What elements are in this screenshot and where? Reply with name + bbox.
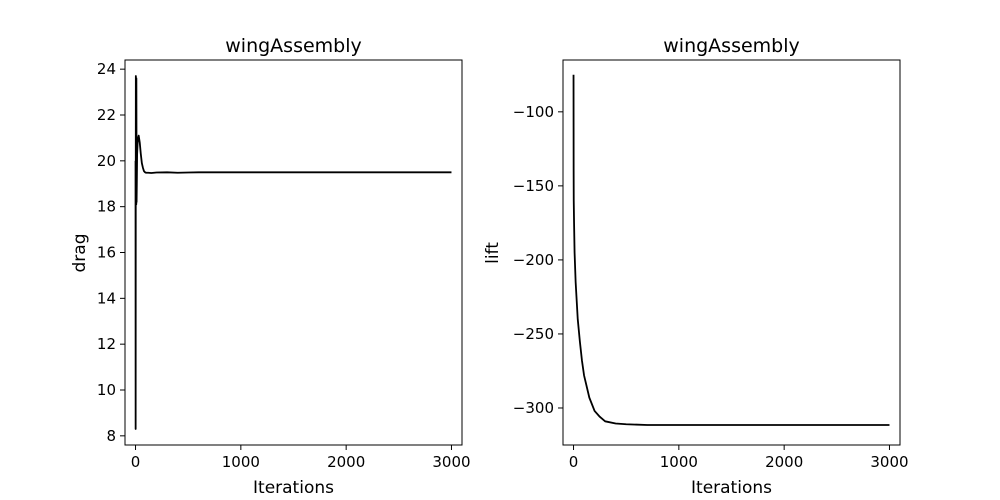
x-tick-label: 1000 [660, 453, 698, 471]
y-tick-label: 24 [97, 60, 116, 78]
y-tick-label: 8 [106, 427, 116, 445]
x-tick-label: 3000 [870, 453, 908, 471]
y-tick-label: 14 [97, 289, 116, 307]
plot-area [134, 75, 452, 430]
chart-title: wingAssembly [663, 35, 800, 57]
x-axis-label: Iterations [691, 478, 772, 498]
lift-chart: wingAssembly Iterations lift 0 1000 2000 30… [483, 35, 909, 498]
plot-frame [124, 59, 463, 446]
y-tick-label: 18 [97, 198, 116, 216]
y-tick-label: −100 [513, 103, 554, 121]
y-tick-label: 22 [97, 106, 116, 124]
x-tick-label: 1000 [222, 453, 260, 471]
x-tick-label: 2000 [765, 453, 803, 471]
series-line [134, 75, 452, 430]
series-line [572, 74, 890, 426]
x-tick-label: 0 [131, 453, 141, 471]
y-tick-label: −150 [513, 177, 554, 195]
y-tick-label: 16 [97, 244, 116, 262]
ticks: 0 1000 2000 3000 8 10 12 14 16 18 20 22 24 [97, 60, 471, 471]
y-axis-label: lift [483, 242, 503, 264]
y-tick-label: −300 [513, 399, 554, 417]
y-tick-label: −250 [513, 325, 554, 343]
x-axis-label: Iterations [253, 478, 334, 498]
ticks: 0 1000 2000 3000 −300 −250 −200 −150 −100 [513, 103, 909, 471]
drag-chart: wingAssembly Iterations drag 0 1000 2000 30… [70, 35, 471, 498]
plot-area [572, 74, 890, 426]
chart-title: wingAssembly [225, 35, 362, 57]
y-axis-label: drag [70, 234, 90, 273]
y-tick-label: 10 [97, 381, 116, 399]
x-tick-label: 2000 [327, 453, 365, 471]
x-tick-label: 0 [569, 453, 579, 471]
x-tick-label: 3000 [432, 453, 470, 471]
y-tick-label: −200 [513, 251, 554, 269]
plot-frame [562, 59, 901, 446]
y-tick-label: 20 [97, 152, 116, 170]
y-tick-label: 12 [97, 335, 116, 353]
